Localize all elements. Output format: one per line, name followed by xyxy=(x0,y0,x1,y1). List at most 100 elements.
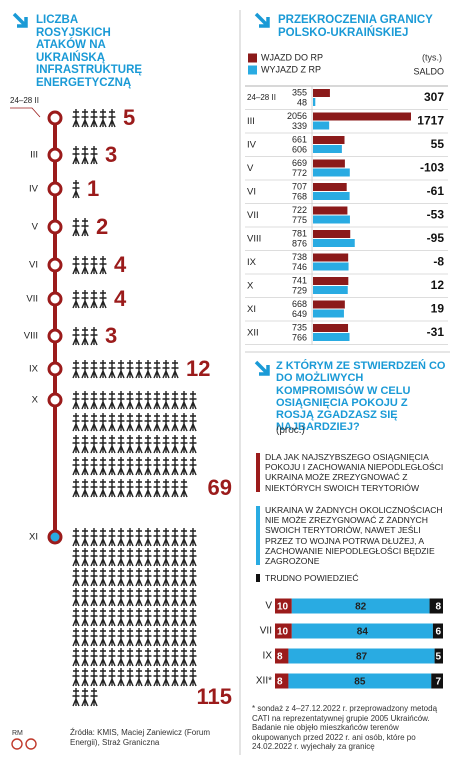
unit-label: (proc.) xyxy=(276,425,305,436)
value-label: 4 xyxy=(114,252,127,277)
pylon-icon xyxy=(126,588,134,607)
pylon-icon xyxy=(81,290,89,309)
pylon-icon xyxy=(171,479,179,498)
month-label: X xyxy=(32,395,39,406)
pylon-icon xyxy=(99,391,107,410)
pylon-icon xyxy=(108,628,116,647)
pylon-icon xyxy=(72,528,80,547)
pylon-icon xyxy=(180,628,188,647)
category-label: IV xyxy=(247,140,257,151)
value-label: 722 xyxy=(292,205,307,215)
pylon-icon xyxy=(135,568,143,587)
pylon-icon xyxy=(126,360,134,379)
pylon-icon xyxy=(117,568,125,587)
timeline-node xyxy=(47,181,63,197)
category-label: III xyxy=(247,116,255,127)
category-label: X xyxy=(247,281,254,292)
pylon-icon xyxy=(90,608,98,627)
pylon-icon xyxy=(180,568,188,587)
pylon-icon xyxy=(81,327,89,346)
pylon-icon xyxy=(81,608,89,627)
pylon-icon xyxy=(99,435,107,454)
pylon-icon xyxy=(153,548,161,567)
value-label: 781 xyxy=(292,228,307,238)
arrow-icon xyxy=(12,12,28,28)
pylon-icon xyxy=(189,548,197,567)
bar-segment xyxy=(288,648,435,664)
category-label: XI xyxy=(247,304,256,315)
pylon-icon xyxy=(180,391,188,410)
pylon-icon xyxy=(90,146,98,165)
label-bracket xyxy=(10,107,41,118)
segment-label: 8 xyxy=(277,652,283,663)
pylon-icon xyxy=(144,588,152,607)
bar xyxy=(313,136,345,144)
timeline-node xyxy=(47,110,63,126)
pylon-icon xyxy=(126,391,134,410)
legend-swatch xyxy=(256,574,260,583)
pylon-icon xyxy=(126,628,134,647)
pylon-icon xyxy=(117,457,125,476)
pylon-icon xyxy=(90,360,98,379)
pylon-icon xyxy=(72,146,80,165)
bar-segment xyxy=(431,673,443,689)
pylon-icon xyxy=(81,457,89,476)
pylon-icon xyxy=(144,360,152,379)
pylon-icon xyxy=(81,479,89,498)
value-label: 69 xyxy=(208,475,232,500)
pylon-icon xyxy=(189,435,197,454)
bar xyxy=(313,192,350,200)
bar xyxy=(313,253,349,262)
pylon-icon xyxy=(117,628,125,647)
bar-segment xyxy=(429,598,443,614)
pylon-icon xyxy=(99,568,107,587)
balance-value: -61 xyxy=(427,184,445,198)
value-label: 115 xyxy=(197,684,233,709)
pylon-icon xyxy=(162,608,170,627)
month-label: VIII xyxy=(24,331,38,342)
pylon-icon xyxy=(99,360,107,379)
pylon-icon xyxy=(135,435,143,454)
month-label: VI xyxy=(29,260,38,271)
pictogram-group xyxy=(72,290,107,309)
bar-segment xyxy=(275,598,292,614)
legend-label: WYJAZD Z RP xyxy=(261,64,321,74)
bar xyxy=(313,121,330,130)
bar-segment xyxy=(275,648,289,664)
pylon-icon xyxy=(72,435,80,454)
pylon-icon xyxy=(162,568,170,587)
segment-label: 85 xyxy=(354,677,366,688)
pylon-icon xyxy=(162,413,170,432)
bar xyxy=(313,215,350,224)
pylon-icon xyxy=(72,180,80,199)
bar-segment xyxy=(434,648,443,664)
pylon-icon xyxy=(117,528,125,547)
balance-value: 307 xyxy=(424,90,444,104)
legend-swatch xyxy=(248,53,257,63)
pylon-icon xyxy=(144,479,152,498)
pylon-icon xyxy=(81,391,89,410)
pylon-icon xyxy=(81,628,89,647)
pylon-icon xyxy=(180,668,188,687)
pylon-icon xyxy=(144,528,152,547)
segment-label: 8 xyxy=(277,677,283,688)
logo: RM xyxy=(12,730,23,737)
pylon-icon xyxy=(126,608,134,627)
pylon-icon xyxy=(171,588,179,607)
value-label: 772 xyxy=(292,168,307,178)
pylon-icon xyxy=(117,648,125,667)
segment-label: 82 xyxy=(355,602,367,613)
pylon-icon xyxy=(144,435,152,454)
pylon-icon xyxy=(90,548,98,567)
pylon-icon xyxy=(117,588,125,607)
category-label: IX xyxy=(263,651,273,662)
balance-value: 1717 xyxy=(417,114,444,128)
pylon-icon xyxy=(90,435,98,454)
pylon-icon xyxy=(72,290,80,309)
pylon-icon xyxy=(144,628,152,647)
pylon-icon xyxy=(81,588,89,607)
bar-segment xyxy=(288,673,432,689)
pylon-icon xyxy=(144,413,152,432)
pylon-icon xyxy=(153,568,161,587)
bar xyxy=(313,159,345,168)
